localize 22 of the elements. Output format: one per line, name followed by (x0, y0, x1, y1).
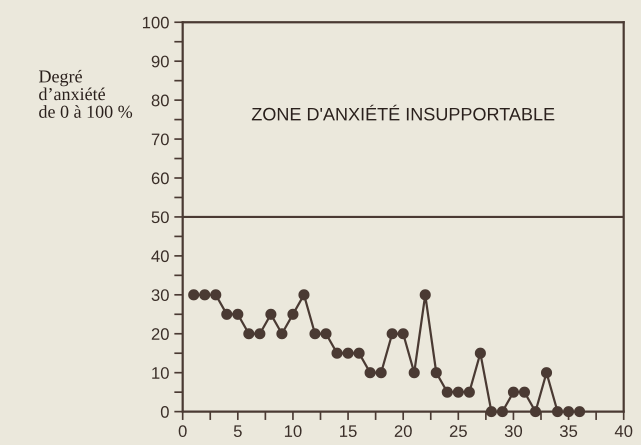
y-tick-label: 100 (142, 16, 169, 28)
x-tick-label: 30 (504, 425, 522, 438)
y-tick-label: 70 (152, 133, 169, 146)
x-tick-label: 20 (394, 425, 412, 438)
x-tick-label: 40 (614, 425, 632, 438)
x-tick-label: 35 (560, 425, 578, 438)
x-tick-label: 15 (340, 425, 357, 438)
y-tick-label: 60 (152, 172, 169, 184)
y-axis-title: Degré d’anxiété de 0 à 100 % (38, 70, 132, 118)
x-tick-label: 0 (178, 425, 187, 438)
y-tick-label: 10 (152, 367, 169, 379)
y-tick-label: 90 (152, 56, 169, 68)
y-tick-label: 20 (152, 328, 169, 340)
y-tick-label: 40 (151, 250, 169, 262)
y-tick-label: 80 (152, 94, 169, 106)
ref-line-label: ZONE D'ANXIÉTÉ INSUPPORTABLE (252, 104, 554, 121)
y-tick-label: 30 (152, 289, 169, 302)
y-tick-label: 50 (152, 211, 169, 224)
x-tick-label: 10 (284, 425, 302, 438)
x-tick-label: 25 (450, 425, 467, 438)
y-tick-label: 0 (160, 406, 169, 418)
x-tick-label: 5 (234, 425, 242, 438)
